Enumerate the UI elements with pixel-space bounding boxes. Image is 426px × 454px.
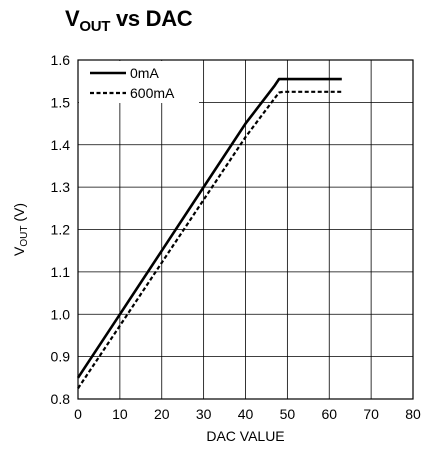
x-tick-label: 80 [405,406,421,422]
plot-frame [77,59,414,400]
y-tick-label: 1.4 [51,137,71,153]
legend-label: 0mA [130,65,159,81]
chart-title: VOUT vs DAC [65,6,193,35]
x-tick-label: 60 [321,406,337,422]
legend: 0mA 600mA [79,61,199,103]
x-tick-label: 0 [74,406,82,422]
x-tick-label: 30 [196,406,212,422]
x-tick-label: 40 [238,406,254,422]
series-lines [76,77,342,390]
series-line-solid [76,77,342,379]
legend-label: 600mA [130,85,175,101]
y-tick-label: 1.0 [51,306,71,322]
y-axis-label: VOUT (V) [11,203,30,256]
y-axis-label-sub: OUT [19,226,30,247]
y-tick-label: 0.8 [51,391,71,407]
x-tick-label: 10 [112,406,128,422]
chart-title-rest: vs DAC [110,6,193,31]
x-tick-label: 20 [154,406,170,422]
chart-title-sub: OUT [79,18,111,35]
y-tick-label: 1.6 [51,52,71,68]
y-axis-label-main: V [11,246,27,256]
x-tick-label: 50 [280,406,296,422]
grid [78,60,413,399]
tick-labels: 0 10 20 30 40 50 60 70 80 0.8 0.9 1.0 1.1 1.2 1.3 1.4 1.… [51,52,421,422]
y-tick-label: 0.9 [51,349,71,365]
y-tick-label: 1.1 [51,264,71,280]
chart-title-main: V [65,6,80,31]
y-axis-label-rest: (V) [11,203,27,226]
series-line-dashed [77,90,342,390]
y-tick-label: 1.5 [51,94,71,110]
x-axis-label: DAC VALUE [206,428,284,444]
legend-background [79,61,199,103]
y-tick-label: 1.3 [51,179,71,195]
y-tick-label: 1.2 [51,222,71,238]
x-tick-label: 70 [363,406,379,422]
